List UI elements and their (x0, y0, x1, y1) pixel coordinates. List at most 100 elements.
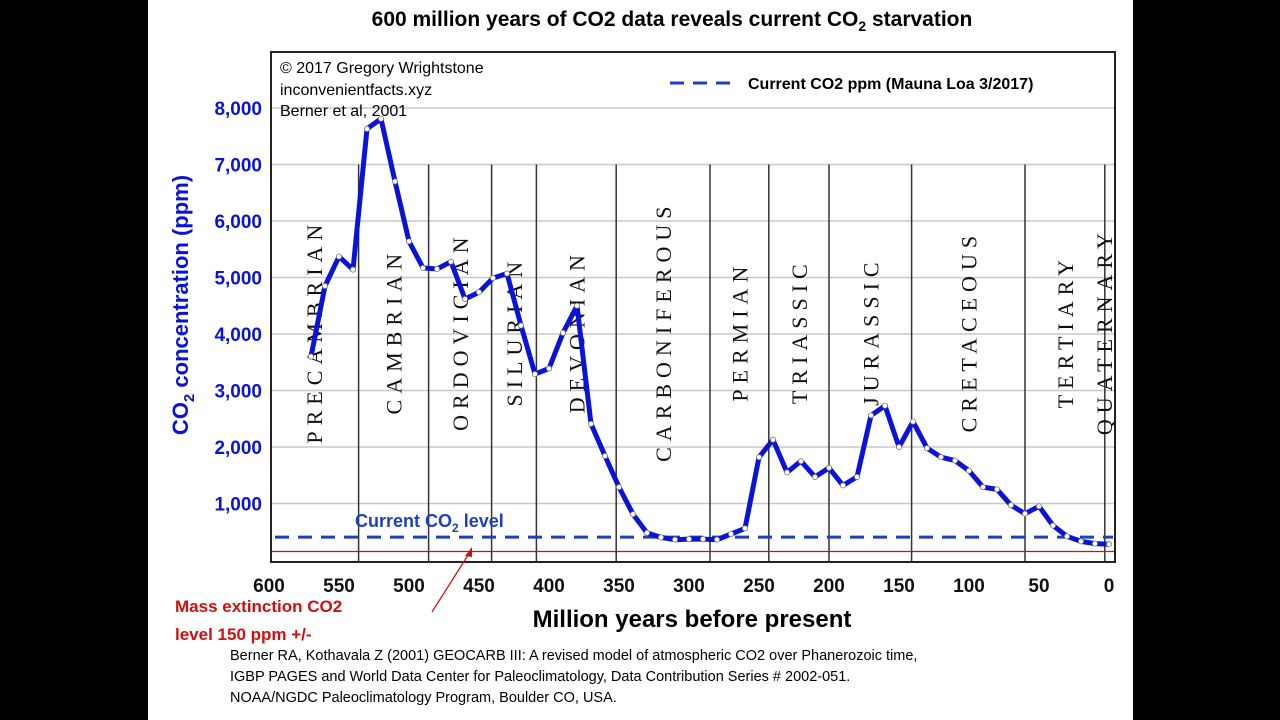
x-tick-label: 50 (1028, 576, 1049, 597)
y-tick-label: 3,000 (214, 382, 262, 403)
co2-data-point (910, 418, 917, 425)
co2-data-point (461, 295, 468, 302)
x-tick-label: 200 (813, 576, 845, 597)
y-tick-label: 7,000 (214, 156, 262, 177)
co2-data-point (868, 412, 875, 419)
co2-data-point (307, 353, 314, 360)
co2-data-point (770, 436, 777, 443)
y-tick-label: 5,000 (214, 269, 262, 290)
chart-title: 600 million years of CO2 data reveals cu… (372, 8, 973, 34)
co2-data-point (1078, 538, 1085, 545)
title-subscript: 2 (858, 18, 866, 34)
period-label: CARBONIFEROUS (651, 200, 676, 461)
y-tick-label: 6,000 (214, 212, 262, 233)
co2-data-point (475, 289, 482, 296)
co2-series-line (308, 116, 1110, 547)
co2-data-point (532, 371, 539, 378)
co2-data-point (798, 458, 805, 465)
co2-data-point (882, 402, 889, 409)
y-tick-label: 1,000 (214, 495, 262, 516)
credit-line-3: Berner et al, 2001 (280, 103, 407, 120)
period-label: TERTIARY (1053, 254, 1078, 408)
co2-data-point (363, 125, 370, 132)
period-label: QUATERNARY (1092, 227, 1117, 435)
co2-data-point (672, 536, 679, 543)
co2-data-point (433, 266, 440, 273)
co2-data-point (616, 484, 623, 491)
credit-line-1: © 2017 Gregory Wrightstone (280, 60, 484, 77)
x-tick-label: 400 (533, 576, 565, 597)
x-axis-label: Million years before present (533, 606, 852, 633)
legend-label: Current CO2 ppm (Mauna Loa 3/2017) (748, 76, 1033, 93)
co2-data-point (1106, 541, 1113, 548)
co2-data-point (924, 445, 931, 452)
y-tick-label: 2,000 (214, 438, 262, 459)
x-tick-label: 100 (953, 576, 985, 597)
co2-data-point (1022, 510, 1029, 517)
co2-data-point (644, 529, 651, 536)
x-tick-label: 550 (323, 576, 355, 597)
period-label: CAMBRIAN (382, 248, 407, 415)
y-axis-label: CO2 concentration (ppm) (168, 175, 198, 435)
period-label: JURASSIC (858, 256, 883, 405)
co2-data-point (966, 467, 973, 474)
co2-data-point (742, 525, 749, 532)
co2-data-point (756, 454, 763, 461)
co2-data-point (447, 258, 454, 265)
co2-data-point (602, 453, 609, 460)
co2-data-point (1064, 533, 1071, 540)
source-line-3: NOAA/NGDC Paleoclimatology Program, Boul… (230, 690, 617, 706)
co2-data-point (503, 270, 510, 277)
co2-data-point (518, 322, 525, 329)
co2-data-point (335, 253, 342, 260)
y-tick-label: 8,000 (214, 99, 262, 120)
x-tick-label: 0 (1104, 576, 1115, 597)
period-label: CRETACEOUS (956, 230, 981, 432)
co2-data-point (980, 484, 987, 491)
co2-data-point (321, 282, 328, 289)
co2-data-point (391, 178, 398, 185)
co2-data-point (489, 275, 496, 282)
co2-data-point (658, 534, 665, 541)
co2-data-point (700, 536, 707, 543)
co2-data-point (812, 473, 819, 480)
extinction-annotation-line-1: Mass extinction CO2 (175, 597, 342, 616)
co2-data-point (1050, 522, 1057, 529)
x-tick-label: 450 (463, 576, 495, 597)
co2-data-point (714, 536, 721, 543)
co2-data-point (728, 531, 735, 538)
x-tick-label: 150 (883, 576, 915, 597)
co2-data-point (840, 482, 847, 489)
credit-line-2: inconvenientfacts.xyz (280, 82, 432, 99)
x-tick-label: 500 (393, 576, 425, 597)
co2-data-point (560, 329, 567, 336)
period-label: TRIASSIC (787, 258, 812, 404)
co2-data-point (630, 511, 637, 518)
co2-data-point (546, 365, 553, 372)
co2-data-point (784, 469, 791, 476)
co2-data-point (896, 443, 903, 450)
extinction-arrowhead (465, 547, 472, 557)
co2-data-point (1036, 503, 1043, 510)
co2-data-point (1008, 502, 1015, 509)
extinction-arrow (431, 551, 471, 613)
co2-data-point (826, 464, 833, 471)
co2-data-point (377, 115, 384, 122)
co2-data-point (938, 454, 945, 461)
source-line-2: IGBP PAGES and World Data Center for Pal… (230, 669, 850, 685)
plot-frame (270, 51, 1116, 563)
x-tick-label: 600 (253, 576, 285, 597)
y-tick-label: 4,000 (214, 325, 262, 346)
source-line-1: Berner RA, Kothavala Z (2001) GEOCARB II… (230, 648, 917, 664)
current-level-label: Current CO2 level (355, 511, 504, 535)
co2-data-point (405, 238, 412, 245)
co2-data-point (574, 302, 581, 309)
co2-data-point (349, 266, 356, 273)
co2-data-point (854, 473, 861, 480)
extinction-annotation-line-2: level 150 ppm +/- (175, 625, 312, 644)
co2-data-point (419, 264, 426, 271)
co2-data-point (588, 420, 595, 427)
co2-data-point (952, 457, 959, 464)
